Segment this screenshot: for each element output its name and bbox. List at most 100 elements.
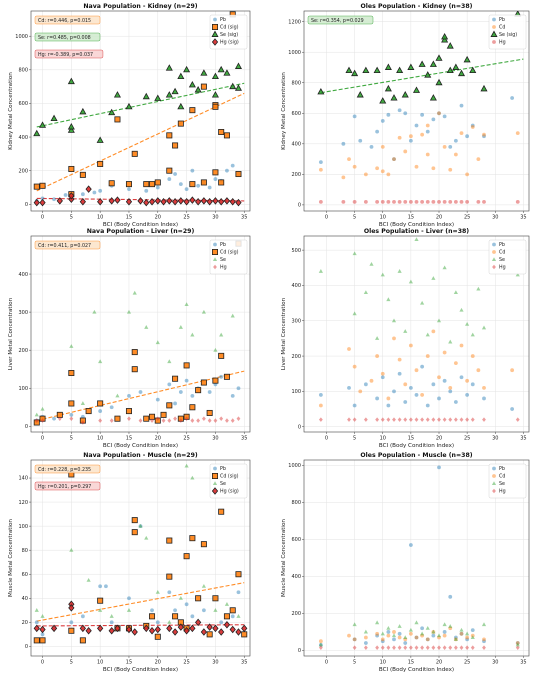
data-point — [414, 620, 419, 625]
data-point — [414, 393, 419, 397]
chart-title: Nava Population - Kidney (n=29) — [83, 3, 197, 10]
data-point — [431, 417, 436, 422]
y-axis-label: Kidney Metal Concentration — [281, 72, 287, 150]
x-tick-label: 20 — [155, 215, 161, 221]
series-se — [318, 237, 520, 344]
data-point — [420, 393, 425, 397]
data-point — [155, 620, 160, 625]
y-tick-label: 200 — [291, 172, 301, 178]
series-hg — [318, 417, 520, 422]
data-point — [229, 625, 236, 634]
x-tick-label: 35 — [520, 215, 526, 221]
data-point — [67, 123, 75, 130]
data-point — [401, 91, 409, 98]
data-point — [420, 300, 425, 305]
legend-label: Hg (sig) — [220, 40, 239, 46]
data-point — [218, 198, 225, 206]
data-point — [347, 385, 351, 390]
y-tick-label: 0 — [25, 202, 28, 208]
y-tick-label: 0 — [25, 644, 28, 650]
data-point — [470, 633, 475, 638]
data-point — [429, 60, 437, 67]
data-point — [318, 642, 323, 647]
data-point — [33, 183, 40, 190]
x-tick-label: 30 — [492, 436, 498, 442]
data-point — [358, 389, 363, 394]
data-point — [414, 417, 419, 422]
data-point — [125, 102, 133, 110]
data-point — [352, 364, 357, 369]
legend-marker — [211, 248, 218, 255]
legend-marker — [213, 242, 217, 247]
x-tick-label: 15 — [408, 436, 414, 442]
data-point — [435, 54, 443, 61]
data-point — [68, 627, 75, 634]
stat-annotation-box — [34, 32, 101, 42]
legend-marker — [490, 30, 498, 37]
data-point — [177, 197, 184, 205]
y-tick-label: 100 — [291, 389, 301, 395]
data-point — [92, 309, 97, 314]
data-point — [341, 175, 346, 180]
trendline — [320, 58, 524, 94]
data-point — [98, 188, 103, 193]
data-point — [453, 637, 458, 641]
data-point — [138, 523, 143, 528]
data-point — [167, 620, 172, 624]
y-tick-label: 0 — [298, 648, 301, 654]
x-tick-label: 15 — [126, 660, 132, 666]
data-point — [453, 290, 458, 295]
x-tick-label: 0 — [325, 436, 328, 442]
x-tick-label: 10 — [97, 660, 103, 666]
data-point — [104, 584, 108, 589]
legend-marker — [213, 264, 217, 270]
x-tick-label: 20 — [155, 436, 161, 442]
legend-box — [488, 463, 527, 499]
data-point — [425, 123, 430, 128]
data-point — [154, 197, 161, 205]
data-point — [459, 417, 464, 422]
data-point — [194, 86, 202, 93]
data-point — [482, 132, 486, 137]
data-point — [69, 412, 74, 417]
data-point — [408, 543, 413, 547]
data-point — [352, 637, 357, 642]
data-point — [166, 573, 173, 580]
data-point — [459, 375, 464, 380]
data-point — [437, 111, 441, 116]
legend-box — [488, 239, 527, 275]
x-tick-label: 20 — [436, 436, 442, 442]
x-tick-label: 25 — [464, 215, 470, 221]
data-point — [373, 66, 381, 74]
data-point — [318, 393, 323, 397]
stat-annotation-box — [34, 240, 101, 250]
data-point — [154, 179, 161, 186]
y-tick-label: 60 — [22, 572, 28, 578]
series-se — [34, 290, 235, 417]
data-point — [420, 364, 425, 369]
legend-marker — [211, 30, 219, 37]
data-point — [98, 359, 103, 364]
data-point — [442, 645, 447, 650]
data-point — [68, 400, 75, 407]
data-point — [211, 72, 219, 80]
series-se-sig- — [33, 62, 243, 143]
chart-panel-1: 0 5 10 15 20 25 30 35 0 200 400 600 800 1000 1200 Oles … — [281, 3, 530, 228]
x-tick-label: 5 — [70, 215, 73, 221]
legend-marker — [492, 466, 496, 471]
data-point — [459, 103, 464, 108]
data-point — [195, 387, 202, 394]
data-point — [39, 182, 46, 189]
data-point — [212, 169, 219, 176]
data-point — [212, 595, 219, 602]
data-point — [408, 138, 413, 143]
legend-marker — [211, 38, 219, 46]
data-point — [386, 199, 391, 204]
data-point — [138, 418, 143, 423]
data-point — [132, 290, 137, 295]
x-tick-label: 25 — [464, 436, 470, 442]
x-axis-label: BCI (Body Condition Index) — [103, 443, 178, 449]
x-tick-label: 5 — [353, 436, 356, 442]
data-point — [200, 628, 208, 636]
x-tick-label: 20 — [436, 660, 442, 666]
